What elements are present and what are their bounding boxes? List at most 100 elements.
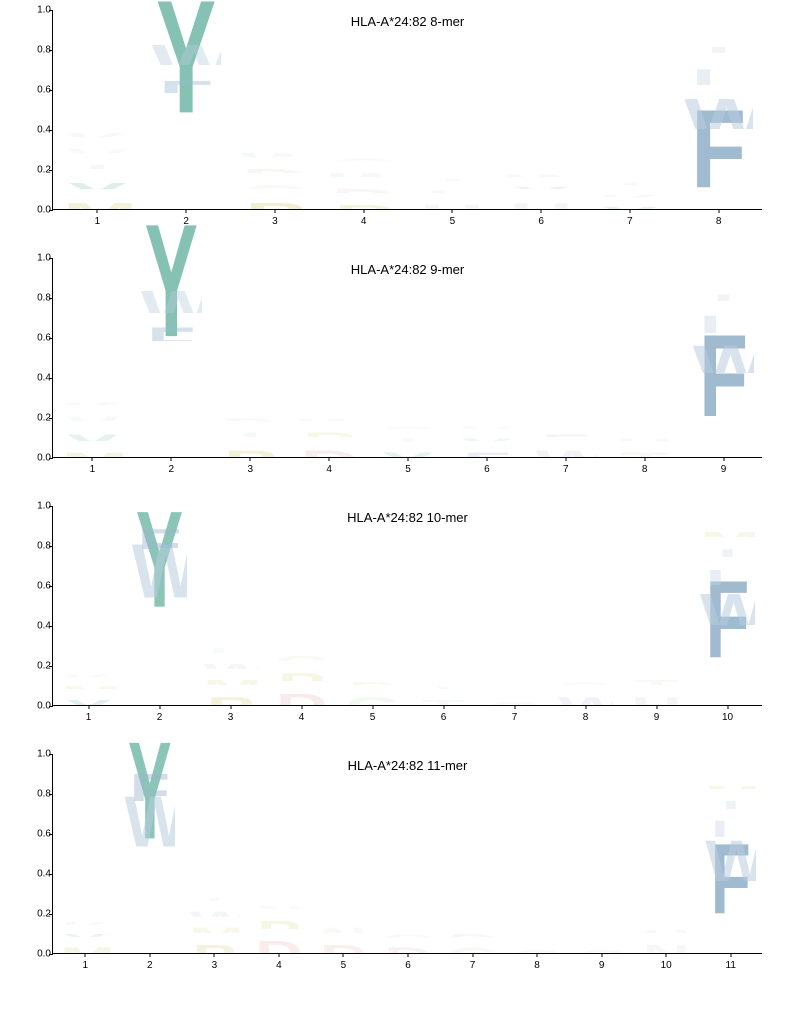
logo-letter: W [693,345,755,373]
y-tick-mark [49,626,53,627]
y-tick-mark [49,706,53,707]
logo-letter: I [189,898,239,901]
logo-letter: M [706,786,756,789]
logo-column: DPG [274,505,329,705]
y-tick-mark [49,90,53,91]
logo-letter: H [641,930,691,933]
y-tick-label: 0.2 [21,909,51,920]
x-tick-label: 8 [583,712,589,723]
logo-column: G [512,753,562,953]
x-tick-mark [92,457,93,461]
logo-column: TH [614,257,676,457]
y-tick-label: 0.0 [21,453,51,464]
x-tick-mark [274,209,275,213]
y-tick-label: 1.0 [21,253,51,264]
x-tick-mark [644,457,645,461]
logo-letter: G [329,159,398,161]
logo-letter: P [329,205,398,209]
logo-column: DPW [298,257,360,457]
x-tick-label: 2 [157,712,163,723]
logo-column: PID [219,257,281,457]
logo-column: PMWI [189,753,239,953]
logo-letter: T [416,700,471,705]
logo-letter: T [629,680,684,685]
logo-column: YFW [152,9,221,209]
logo-column: FYV [456,257,518,457]
logo-letter: W [189,912,239,917]
x-tick-label: 8 [642,464,648,475]
logo-letter: P [219,450,281,457]
logo-letter: G [345,697,400,705]
logo-letter: M [63,203,132,209]
y-tick-mark [49,418,53,419]
logo-column: DN [318,753,368,953]
logo-letter: F [152,81,221,93]
logo-letter: L [684,69,753,85]
x-tick-label: 5 [341,960,347,971]
logo-letter: P [345,682,400,685]
logo-column: G [487,505,542,705]
x-tick-mark [472,953,473,957]
x-tick-mark [363,209,364,213]
y-tick-label: 0.0 [21,701,51,712]
logo-letter: G [274,656,329,661]
logo-letter: P [274,673,329,681]
logo-column: PMWL [203,505,258,705]
logo-letter: G [512,950,562,953]
logo-letter: W [240,153,309,157]
logo-letter: D [254,941,304,953]
logo-letter: V [456,427,518,429]
sequence-logo-figure: HLA-A*24:82 8-mer0.00.20.40.60.81.01MYIV… [10,10,790,984]
x-tick-label: 2 [147,960,153,971]
logo-column: YIG [377,257,439,457]
plot-area: HLA-A*24:82 11-mer0.00.20.40.60.81.01MYK… [52,754,762,954]
y-tick-label: 0.2 [21,165,51,176]
y-tick-label: 1.0 [21,749,51,760]
logo-letter: L [700,570,755,585]
y-tick-mark [49,546,53,547]
logo-letter: I [416,686,471,689]
logo-letter: I [693,294,755,301]
logo-column: HLI [418,9,487,209]
logo-panel: HLA-A*24:82 10-mer0.00.20.40.60.81.01YMK… [10,506,800,736]
logo-letter: K [63,133,132,137]
y-tick-label: 0.0 [21,949,51,960]
logo-letter: W [125,796,175,853]
logo-letter: K [61,674,116,677]
plot-area: HLA-A*24:82 8-mer0.00.20.40.60.81.01MYIV… [52,10,762,210]
logo-column: WG [558,505,613,705]
logo-letter: D [219,419,281,421]
logo-letter: Y [152,1,221,209]
y-tick-label: 0.6 [21,829,51,840]
plot-area: HLA-A*24:82 10-mer0.00.20.40.60.81.01YMK… [52,506,762,706]
logo-letter: D [298,450,360,457]
x-tick-label: 4 [299,712,305,723]
logo-column: GP [345,505,400,705]
logo-panel: HLA-A*24:82 9-mer0.00.20.40.60.81.01MYVK… [10,258,800,488]
x-tick-mark [301,705,302,709]
logo-column: FWLIM [706,753,756,953]
logo-letter: G [377,427,439,429]
y-tick-label: 0.6 [21,581,51,592]
y-tick-mark [49,130,53,131]
y-tick-mark [49,834,53,835]
logo-column: PDWG [329,9,398,209]
logo-column: MYVK [62,257,124,457]
y-tick-label: 0.4 [21,621,51,632]
x-tick-label: 9 [599,960,605,971]
y-tick-mark [49,210,53,211]
logo-letter: F [132,529,187,549]
x-tick-label: 1 [82,960,88,971]
logo-letter: N [641,945,691,953]
x-tick-mark [149,953,150,957]
x-tick-label: 4 [361,216,367,227]
x-tick-label: 7 [563,464,569,475]
logo-letter: M [189,928,239,933]
logo-letter: W [706,840,756,881]
x-tick-label: 8 [716,216,722,227]
logo-column: YFW [141,257,203,457]
logo-letter: D [318,945,368,953]
logo-column: GD [447,753,497,953]
x-tick-mark [372,705,373,709]
logo-letter: Y [62,434,124,441]
